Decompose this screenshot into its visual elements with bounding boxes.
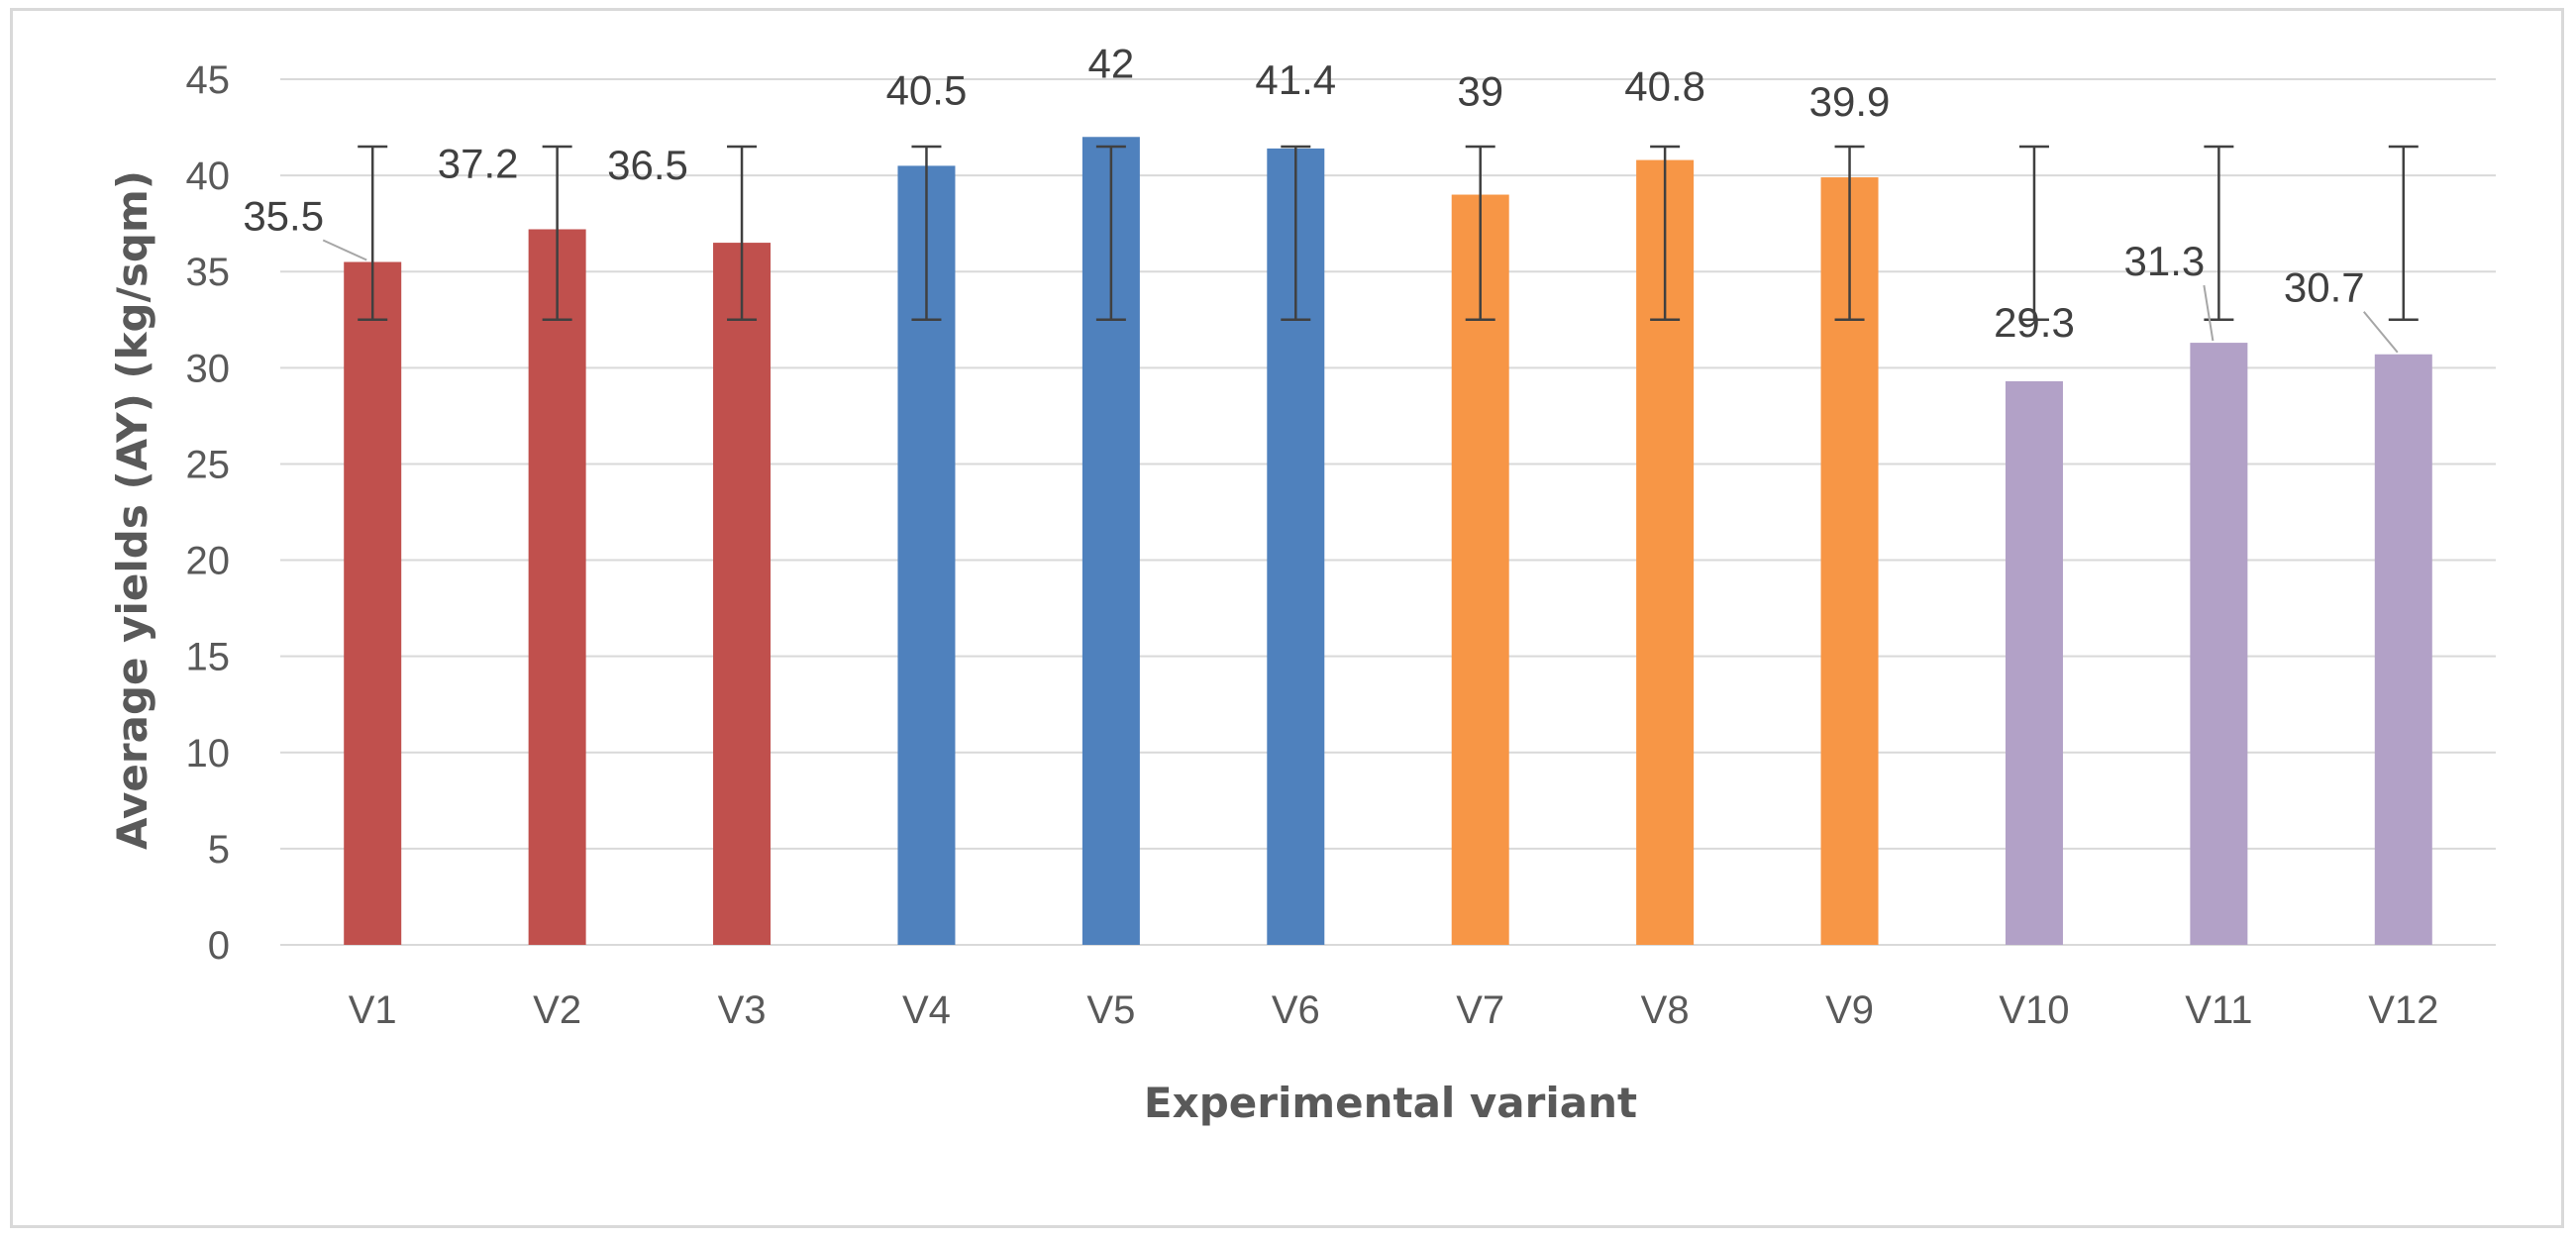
x-tick-label-v6: V6 — [1272, 988, 1320, 1032]
error-bar-v7 — [1465, 145, 1495, 322]
x-tick-label-v11: V11 — [2185, 988, 2252, 1032]
error-bar-v6 — [1281, 145, 1311, 322]
bar-v3 — [713, 243, 772, 946]
data-labels: 35.5 37.2 36.5 40.5 42 41.4 39 40.8 39.9 29.3 31.3… — [243, 40, 2364, 346]
error-bar-v1 — [358, 145, 388, 322]
bar-v10 — [2005, 380, 2063, 945]
error-bar-v2 — [542, 145, 572, 322]
data-label-v3: 36.5 — [607, 142, 688, 188]
y-tick-label-10: 10 — [186, 732, 231, 775]
leader-line-v1 — [322, 239, 367, 261]
y-tick-label-0: 0 — [208, 924, 230, 968]
data-label-v7: 39 — [1457, 68, 1503, 115]
error-bar-v12 — [2388, 145, 2419, 322]
data-label-v1: 35.5 — [243, 193, 324, 240]
y-tick-label-25: 25 — [186, 443, 231, 486]
y-tick-label-35: 35 — [186, 251, 231, 294]
x-tick-label-v8: V8 — [1641, 988, 1690, 1032]
bars — [344, 137, 2432, 946]
x-tick-label-v2: V2 — [533, 988, 581, 1032]
data-label-v2: 37.2 — [438, 140, 519, 186]
x-tick-label-v7: V7 — [1456, 988, 1504, 1032]
x-tick-label-v12: V12 — [2368, 988, 2438, 1032]
x-axis-title: Experimental variant — [1144, 1079, 1637, 1127]
bar-v11 — [2190, 343, 2248, 945]
data-label-v6: 41.4 — [1255, 56, 1336, 103]
y-tick-label-45: 45 — [186, 58, 231, 102]
data-label-v10: 29.3 — [1994, 299, 2075, 346]
y-tick-label-5: 5 — [208, 828, 230, 872]
x-tick-label-v10: V10 — [1999, 988, 2069, 1032]
error-bar-v8 — [1650, 145, 1681, 322]
data-label-v4: 40.5 — [886, 66, 968, 113]
bar-v12 — [2374, 354, 2432, 945]
leader-line-v12 — [2363, 311, 2399, 354]
gridlines — [280, 78, 2496, 946]
bar-v2 — [528, 229, 586, 945]
error-bars — [358, 145, 2419, 322]
data-label-v8: 40.8 — [1624, 63, 1705, 110]
x-tick-label-v4: V4 — [902, 988, 951, 1032]
error-bar-v9 — [1834, 145, 1865, 322]
x-tick-label-v1: V1 — [349, 988, 397, 1032]
y-axis-tick-labels: 0 5 10 15 20 25 30 35 40 45 — [186, 58, 231, 968]
data-label-v9: 39.9 — [1809, 78, 1891, 125]
x-tick-label-v3: V3 — [718, 988, 767, 1032]
data-label-v5: 42 — [1088, 40, 1135, 86]
y-tick-label-40: 40 — [186, 155, 231, 198]
bar-v1 — [344, 261, 402, 945]
data-label-v12: 30.7 — [2284, 264, 2365, 311]
x-axis-tick-labels: V1 V2 V3 V4 V5 V6 V7 V8 V9 V10 V11 V12 — [349, 988, 2439, 1032]
error-bar-v3 — [727, 145, 758, 322]
x-tick-label-v9: V9 — [1825, 988, 1874, 1032]
label-leader-lines — [322, 239, 2399, 354]
y-tick-label-20: 20 — [186, 540, 231, 583]
y-axis-title: Average yields (AY) (kg/sqm) — [108, 170, 156, 850]
data-label-v11: 31.3 — [2124, 238, 2206, 284]
error-bar-v11 — [2204, 145, 2234, 322]
error-bar-v10 — [2018, 145, 2049, 322]
x-tick-label-v5: V5 — [1086, 988, 1135, 1032]
y-tick-label-30: 30 — [186, 347, 231, 390]
leader-line-v11 — [2203, 284, 2215, 342]
error-bar-v5 — [1095, 145, 1126, 322]
error-bar-v4 — [911, 145, 942, 322]
y-tick-label-15: 15 — [186, 636, 231, 679]
